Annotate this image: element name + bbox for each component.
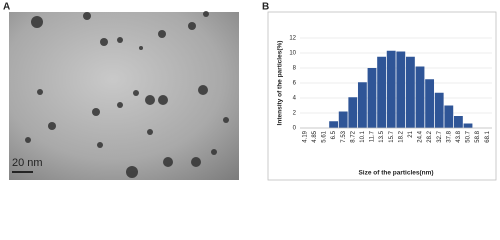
x-tick-label: 43.8 [456,130,462,142]
bar [434,92,444,128]
bar [338,111,348,128]
bar [377,56,387,128]
x-tick-label: 32.7 [437,130,443,142]
bar [444,105,454,128]
y-tick-label: 8 [293,66,297,72]
x-axis-title: Size of the particles(nm) [358,170,433,177]
x-tick-label: 4.19 [302,130,308,142]
x-tick-label: 15.7 [389,130,395,142]
x-tick-label: 58.8 [475,130,481,142]
scale-bar-label: 20 nm [12,157,43,169]
bar [405,56,415,128]
bar [396,51,406,128]
tem-image [9,11,239,180]
y-tick-label: 12 [289,36,296,42]
bar [463,123,473,128]
bar [415,66,425,128]
x-tick-label: 28.2 [427,130,433,142]
y-tick-label: 0 [293,126,297,132]
bar [357,82,367,128]
figure: A 20 nm B Intensity of the particles(%) … [3,2,497,181]
bar [329,121,339,128]
x-tick-label: 10.1 [360,130,366,142]
x-tick-label: 5.61 [322,130,328,142]
bar [386,50,396,128]
y-tick-label: 4 [293,96,297,102]
bar [348,97,358,128]
y-tick-label: 6 [293,81,297,87]
x-tick-label: 21 [408,130,414,137]
panel-label: B [262,2,269,13]
x-tick-label: 13.5 [379,130,385,142]
x-tick-label: 11.7 [370,130,376,142]
y-axis-title: Intensity of the particles(%) [277,41,284,126]
bar [453,116,463,128]
x-tick-label: 7.53 [341,130,347,142]
y-tick-label: 2 [293,111,297,117]
x-tick-label: 6.5 [331,130,337,139]
x-tick-label: 18.2 [398,130,404,142]
x-tick-label: 50.7 [466,130,472,142]
x-tick-label: 24.4 [418,130,424,142]
x-tick-label: 68.1 [485,130,491,142]
bar [367,68,377,128]
x-tick-label: 4.85 [312,130,318,142]
panel-label: A [3,2,10,13]
x-tick-label: 37.8 [446,130,452,142]
y-tick-label: 10 [289,51,296,57]
bar [425,79,435,128]
x-tick-label: 8.72 [350,130,356,142]
